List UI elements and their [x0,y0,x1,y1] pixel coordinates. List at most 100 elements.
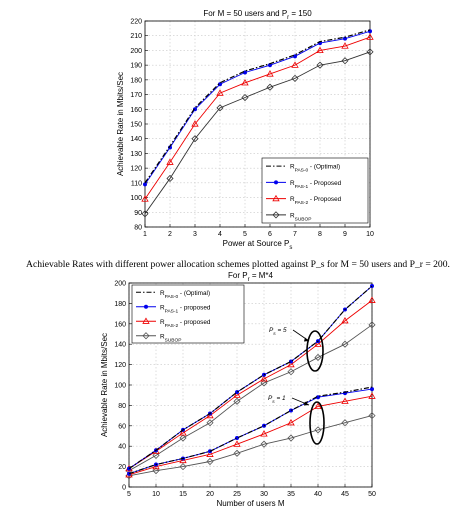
series-line [144,29,371,184]
point-marker [235,436,239,441]
y-tick-label: 90 [134,210,142,217]
point-marker [142,332,150,340]
point-marker [260,440,268,448]
point-marker [272,211,280,219]
point-marker [291,74,299,82]
point-marker [179,463,187,471]
point-marker [233,397,241,405]
point-marker [152,462,160,470]
x-tick-label: 5 [127,491,131,498]
x-tick-label: 15 [179,491,187,498]
annotation: Ps = 1 [268,395,325,445]
y-tick-label: 150 [130,122,142,129]
series-line [125,412,376,480]
point-marker [179,434,187,442]
annotation-label: Ps = 5 [269,327,287,337]
series-line [128,386,373,475]
point-marker [314,340,322,347]
point-marker [166,174,174,183]
point-marker [314,426,322,434]
point-marker [316,46,324,54]
legend-label: RPAS-0 - (Optimal) [160,290,210,300]
x-tick-label: 8 [318,231,322,238]
point-marker [366,33,374,40]
point-marker [233,440,241,447]
point-marker [293,54,297,59]
series-path [128,386,373,475]
point-marker [368,392,376,399]
series-path [128,285,373,470]
point-marker [314,353,322,362]
point-marker [206,457,214,466]
x-tick-label: 7 [293,231,297,238]
point-marker [191,135,199,143]
point-marker [268,63,272,68]
y-tick-label: 210 [130,33,142,40]
series-path [144,29,371,184]
legend-label: RPAS-0 - (Optimal) [290,164,340,174]
point-marker [368,296,376,303]
y-tick-label: 100 [130,195,142,202]
y-tick-label: 190 [130,63,142,70]
chart-title: For Pr = M*4 [228,271,273,283]
legend: RPAS-0 - (Optimal) RPAS-1 - Proposed RPAS-… [261,157,369,224]
series-path [128,324,373,472]
chart-2: 5 10 15 20 25 30 35 40 45 50 0 20 40 60 80 100 120 140 160… [100,271,376,508]
x-tick-label: 10 [152,491,160,498]
x-tick-label: 1 [143,231,147,238]
point-marker [341,316,349,324]
point-marker [191,120,199,127]
series-line [141,48,374,218]
y-tick-label: 80 [118,403,126,410]
point-marker [341,57,349,65]
x-axis-label: Number of users M [216,499,284,508]
legend-label: RPAS-1 - proposed [160,304,211,314]
point-marker [141,210,149,218]
point-marker [206,411,214,419]
x-tick-label: 35 [287,491,295,498]
y-tick-label: 140 [114,342,126,349]
point-marker [166,158,174,165]
point-marker [287,418,295,426]
point-marker [179,429,187,436]
annotation-arrowhead [304,337,309,342]
annotation-arrowhead [304,401,309,406]
point-marker [316,395,320,400]
point-marker [291,61,299,68]
x-tick-label: 4 [218,231,222,238]
y-tick-label: 170 [130,92,142,99]
x-tick-label: 40 [314,491,322,498]
point-marker [266,83,274,91]
y-tick-label: 130 [130,151,142,158]
series-line [125,392,376,478]
point-marker [144,304,148,309]
point-marker [233,449,241,457]
point-marker [143,182,147,187]
chart-1: 1 2 3 4 5 6 7 8 9 10 80 90 100 110 120 130 140 150 160 170 1… [116,9,374,251]
point-marker [341,340,349,348]
series-line [128,285,373,470]
x-tick-label: 45 [341,491,349,498]
y-tick-label: 60 [118,423,126,430]
legend-label: RPAS-2 - proposed [160,319,211,329]
point-marker [241,93,249,102]
point-marker [260,430,268,437]
point-marker [287,360,295,368]
series-path [144,30,371,185]
point-marker [266,70,274,77]
series-path [128,299,373,470]
x-tick-label: 5 [243,231,247,238]
y-tick-label: 100 [114,383,126,390]
point-marker [341,419,349,427]
y-tick-label: 200 [130,48,142,55]
point-marker [260,375,268,382]
y-tick-label: 20 [118,464,126,471]
annotation-ellipse [306,330,324,372]
y-tick-label: 160 [130,107,142,114]
point-marker [366,48,374,56]
point-marker [287,368,295,376]
y-tick-label: 110 [131,180,142,187]
point-marker [142,317,150,324]
legend-label: RPAS-2 - Proposed [290,196,342,206]
